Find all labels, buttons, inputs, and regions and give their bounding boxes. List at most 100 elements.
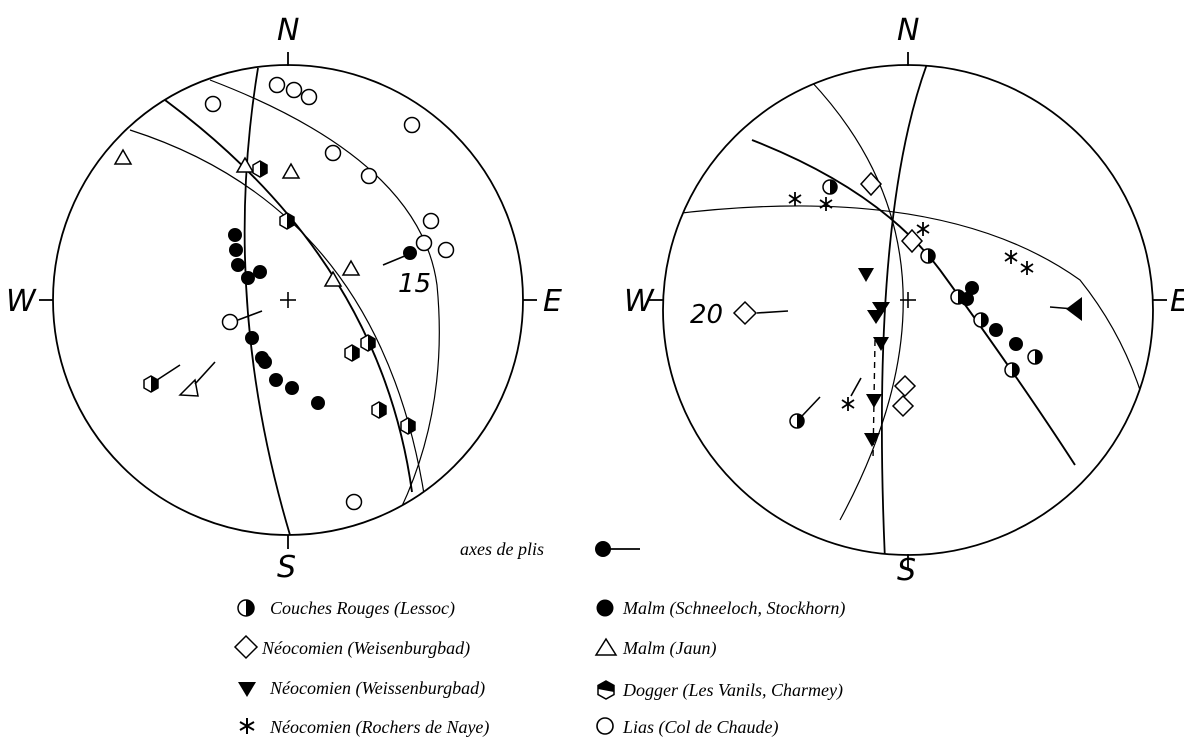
legend-label: Néocomien (Rochers de Naye) — [269, 717, 489, 738]
marker-filled-circle — [241, 271, 255, 285]
right-great-circle-1 — [880, 65, 928, 555]
left-south-label: S — [277, 550, 296, 585]
legend-symbol-hexagon-half — [597, 680, 615, 700]
right-east-label: E — [1170, 284, 1184, 319]
marker-open-diamond — [732, 300, 758, 326]
right-diamond-axis-line — [756, 310, 789, 314]
marker-filled-circle — [311, 396, 325, 410]
left-fold-axis-marker — [403, 246, 417, 260]
marker-open-circle — [285, 81, 303, 99]
marker-filled-circle — [960, 292, 974, 306]
marker-open-circle — [204, 95, 222, 113]
marker-open-circle — [415, 234, 433, 252]
right-stereonet: N S W E — [624, 13, 1184, 588]
marker-couches-rouges — [1004, 362, 1020, 378]
legend-label: Néocomien (Weissenburgbad) — [269, 678, 485, 699]
left-great-circle-4 — [129, 129, 426, 501]
marker-couches-rouges — [920, 248, 936, 264]
marker-open-circle — [437, 241, 455, 259]
legend-item-lias: Lias (Col de Chaude) — [596, 717, 779, 738]
marker-filled-triangle — [873, 337, 889, 351]
legend-symbol-open-circle — [596, 717, 614, 735]
marker-open-triangle — [178, 378, 199, 397]
marker-filled-triangle — [867, 310, 885, 324]
right-couches-axis-line — [801, 396, 821, 417]
marker-filled-triangle — [858, 268, 874, 282]
right-great-circle-3 — [664, 205, 1141, 391]
marker-filled-triangle — [864, 433, 880, 447]
legend-label: Néocomien (Weisenburgbad) — [261, 638, 470, 659]
left-open-triangles — [113, 148, 361, 397]
marker-filled-circle — [228, 228, 242, 242]
marker-filled-triangle — [866, 394, 882, 408]
legend-item-neocomien-rochers: Néocomien (Rochers de Naye) — [239, 717, 489, 738]
right-great-circle-4 — [809, 79, 904, 521]
marker-dogger — [279, 212, 295, 230]
legend-item-malm-jaun: Malm (Jaun) — [594, 637, 716, 659]
legend-item-neocomien-weissenburgbad: Néocomien (Weissenburgbad) — [238, 678, 485, 699]
marker-asterisk — [1004, 250, 1018, 264]
marker-couches-rouges — [822, 179, 838, 195]
marker-open-diamond — [859, 171, 883, 197]
marker-open-triangle — [341, 259, 361, 276]
marker-open-circle — [345, 493, 363, 511]
left-stereonet: N S W E 15 — [6, 13, 562, 585]
marker-open-circle — [360, 167, 378, 185]
left-lias-axis-line — [237, 310, 263, 321]
left-open-circles — [204, 76, 455, 511]
marker-filled-circle — [229, 243, 243, 257]
left-east-label: E — [543, 284, 562, 319]
marker-dogger — [371, 401, 387, 419]
right-west-label: W — [624, 284, 655, 319]
marker-dogger — [143, 375, 159, 393]
marker-couches-rouges — [1027, 349, 1043, 365]
marker-filled-circle — [285, 381, 299, 395]
right-great-circle-2 — [751, 139, 1076, 466]
legend-symbol-half-circle — [237, 599, 255, 617]
marker-asterisk — [841, 397, 855, 411]
marker-dogger — [400, 417, 416, 435]
legend-label: Malm (Jaun) — [622, 638, 716, 659]
right-open-diamonds — [732, 171, 924, 418]
legend-symbol-filled-circle — [596, 599, 614, 617]
left-hexagon-markers — [143, 160, 416, 435]
legend-label: Malm (Schneeloch, Stockhorn) — [622, 598, 845, 619]
marker-asterisk — [916, 222, 930, 236]
marker-filled-circle — [269, 373, 283, 387]
legend-item-dogger: Dogger (Les Vanils, Charmey) — [597, 680, 843, 701]
marker-dogger — [344, 344, 360, 362]
right-filled-circles — [960, 281, 1023, 351]
marker-open-diamond — [891, 394, 915, 418]
marker-dogger — [252, 160, 268, 178]
right-north-label: N — [897, 13, 919, 48]
marker-open-diamond — [900, 228, 924, 254]
left-filled-circles — [228, 228, 325, 410]
marker-open-diamond — [893, 374, 917, 398]
right-filled-triangles — [858, 268, 1082, 447]
legend-label: Lias (Col de Chaude) — [622, 717, 779, 738]
marker-asterisk — [788, 192, 802, 206]
marker-open-triangle — [235, 156, 255, 173]
right-south-label: S — [897, 553, 916, 588]
marker-filled-circle — [253, 265, 267, 279]
marker-filled-circle — [258, 355, 272, 369]
right-asterisks — [788, 192, 1034, 411]
marker-dogger — [360, 334, 376, 352]
legend-label: Couches Rouges (Lessoc) — [270, 598, 455, 619]
marker-filled-circle — [1009, 337, 1023, 351]
marker-filled-circle — [245, 331, 259, 345]
marker-open-circle — [300, 88, 318, 106]
right-triangle-axis-line — [1049, 306, 1075, 310]
marker-filled-circle — [989, 323, 1003, 337]
marker-couches-rouges — [789, 413, 805, 429]
right-fold-axis-value: 20 — [690, 300, 723, 330]
left-great-circle-3 — [209, 79, 440, 531]
marker-open-circle — [324, 144, 342, 162]
marker-open-triangle — [323, 270, 343, 287]
fold-axes-key: axes de plis — [460, 539, 640, 559]
left-dogger-axis-line — [156, 364, 181, 381]
legend-symbol-filled-triangle — [238, 682, 256, 697]
legend: Couches Rouges (Lessoc) Néocomien (Weise… — [233, 598, 845, 738]
legend-item-neocomien-weisenburgbad: Néocomien (Weisenburgbad) — [233, 634, 470, 660]
